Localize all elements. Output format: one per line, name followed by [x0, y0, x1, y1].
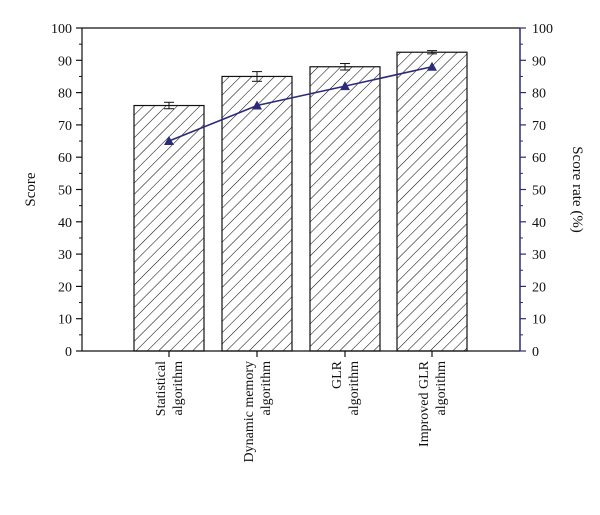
bar	[221, 75, 293, 352]
score-rate-point	[252, 100, 262, 110]
y2-tick-label: 50	[532, 184, 546, 199]
y-tick-label: 50	[58, 184, 72, 199]
y-axis-title: Score	[23, 172, 39, 206]
category-label-line: algorithm	[171, 361, 186, 416]
category-label: GLR algorithm	[330, 360, 362, 415]
category-label-line: GLR	[330, 360, 345, 389]
y-tick-label: 20	[58, 280, 72, 295]
category-label-line: algorithm	[259, 361, 274, 416]
bar	[309, 66, 381, 352]
y2-tick-label: 70	[532, 119, 546, 134]
y-tick-label: 80	[58, 87, 72, 102]
y2-axis-title: Score rate (%)	[569, 146, 585, 233]
y-tick-label: 40	[58, 216, 72, 231]
y-tick-label: 30	[58, 248, 72, 263]
y-tick-label: 60	[58, 151, 72, 166]
y2-tick-label: 100	[532, 22, 553, 37]
score-rate-point	[340, 81, 350, 91]
y2-tick-label: 20	[532, 280, 546, 295]
y-tick-label: 90	[58, 54, 72, 69]
category-label: Dynamic memory algorithm	[242, 361, 274, 463]
bar	[396, 51, 468, 352]
bar	[133, 104, 205, 352]
score-rate-point	[164, 136, 174, 146]
y-tick-label: 70	[58, 119, 72, 134]
category-label-line: Statistical	[154, 361, 169, 416]
category-label: Improved GLR algorithm	[417, 360, 449, 447]
y2-tick-label: 60	[532, 151, 546, 166]
y2-tick-label: 90	[532, 54, 546, 69]
y2-tick-label: 40	[532, 216, 546, 231]
score-rate-point	[427, 61, 437, 71]
y-tick-label: 0	[65, 345, 72, 360]
y-tick-label: 100	[51, 22, 72, 37]
y2-tick-label: 0	[532, 345, 539, 360]
y-tick-label: 10	[58, 313, 72, 328]
category-label: Statistical algorithm	[154, 361, 186, 416]
plot-area: 0 10 20 30 40 50 60 70 80 90 100 0 10 20 30 40 50 60 70 80 9…	[23, 22, 585, 462]
score-rate-line	[168, 65, 433, 142]
y2-tick-label: 30	[532, 248, 546, 263]
category-label-line: Improved GLR	[417, 360, 432, 447]
category-label-line: Dynamic memory	[242, 361, 257, 462]
category-label-line: algorithm	[434, 361, 449, 416]
category-label-line: algorithm	[347, 361, 362, 416]
y2-tick-label: 80	[532, 87, 546, 102]
y2-tick-label: 10	[532, 313, 546, 328]
